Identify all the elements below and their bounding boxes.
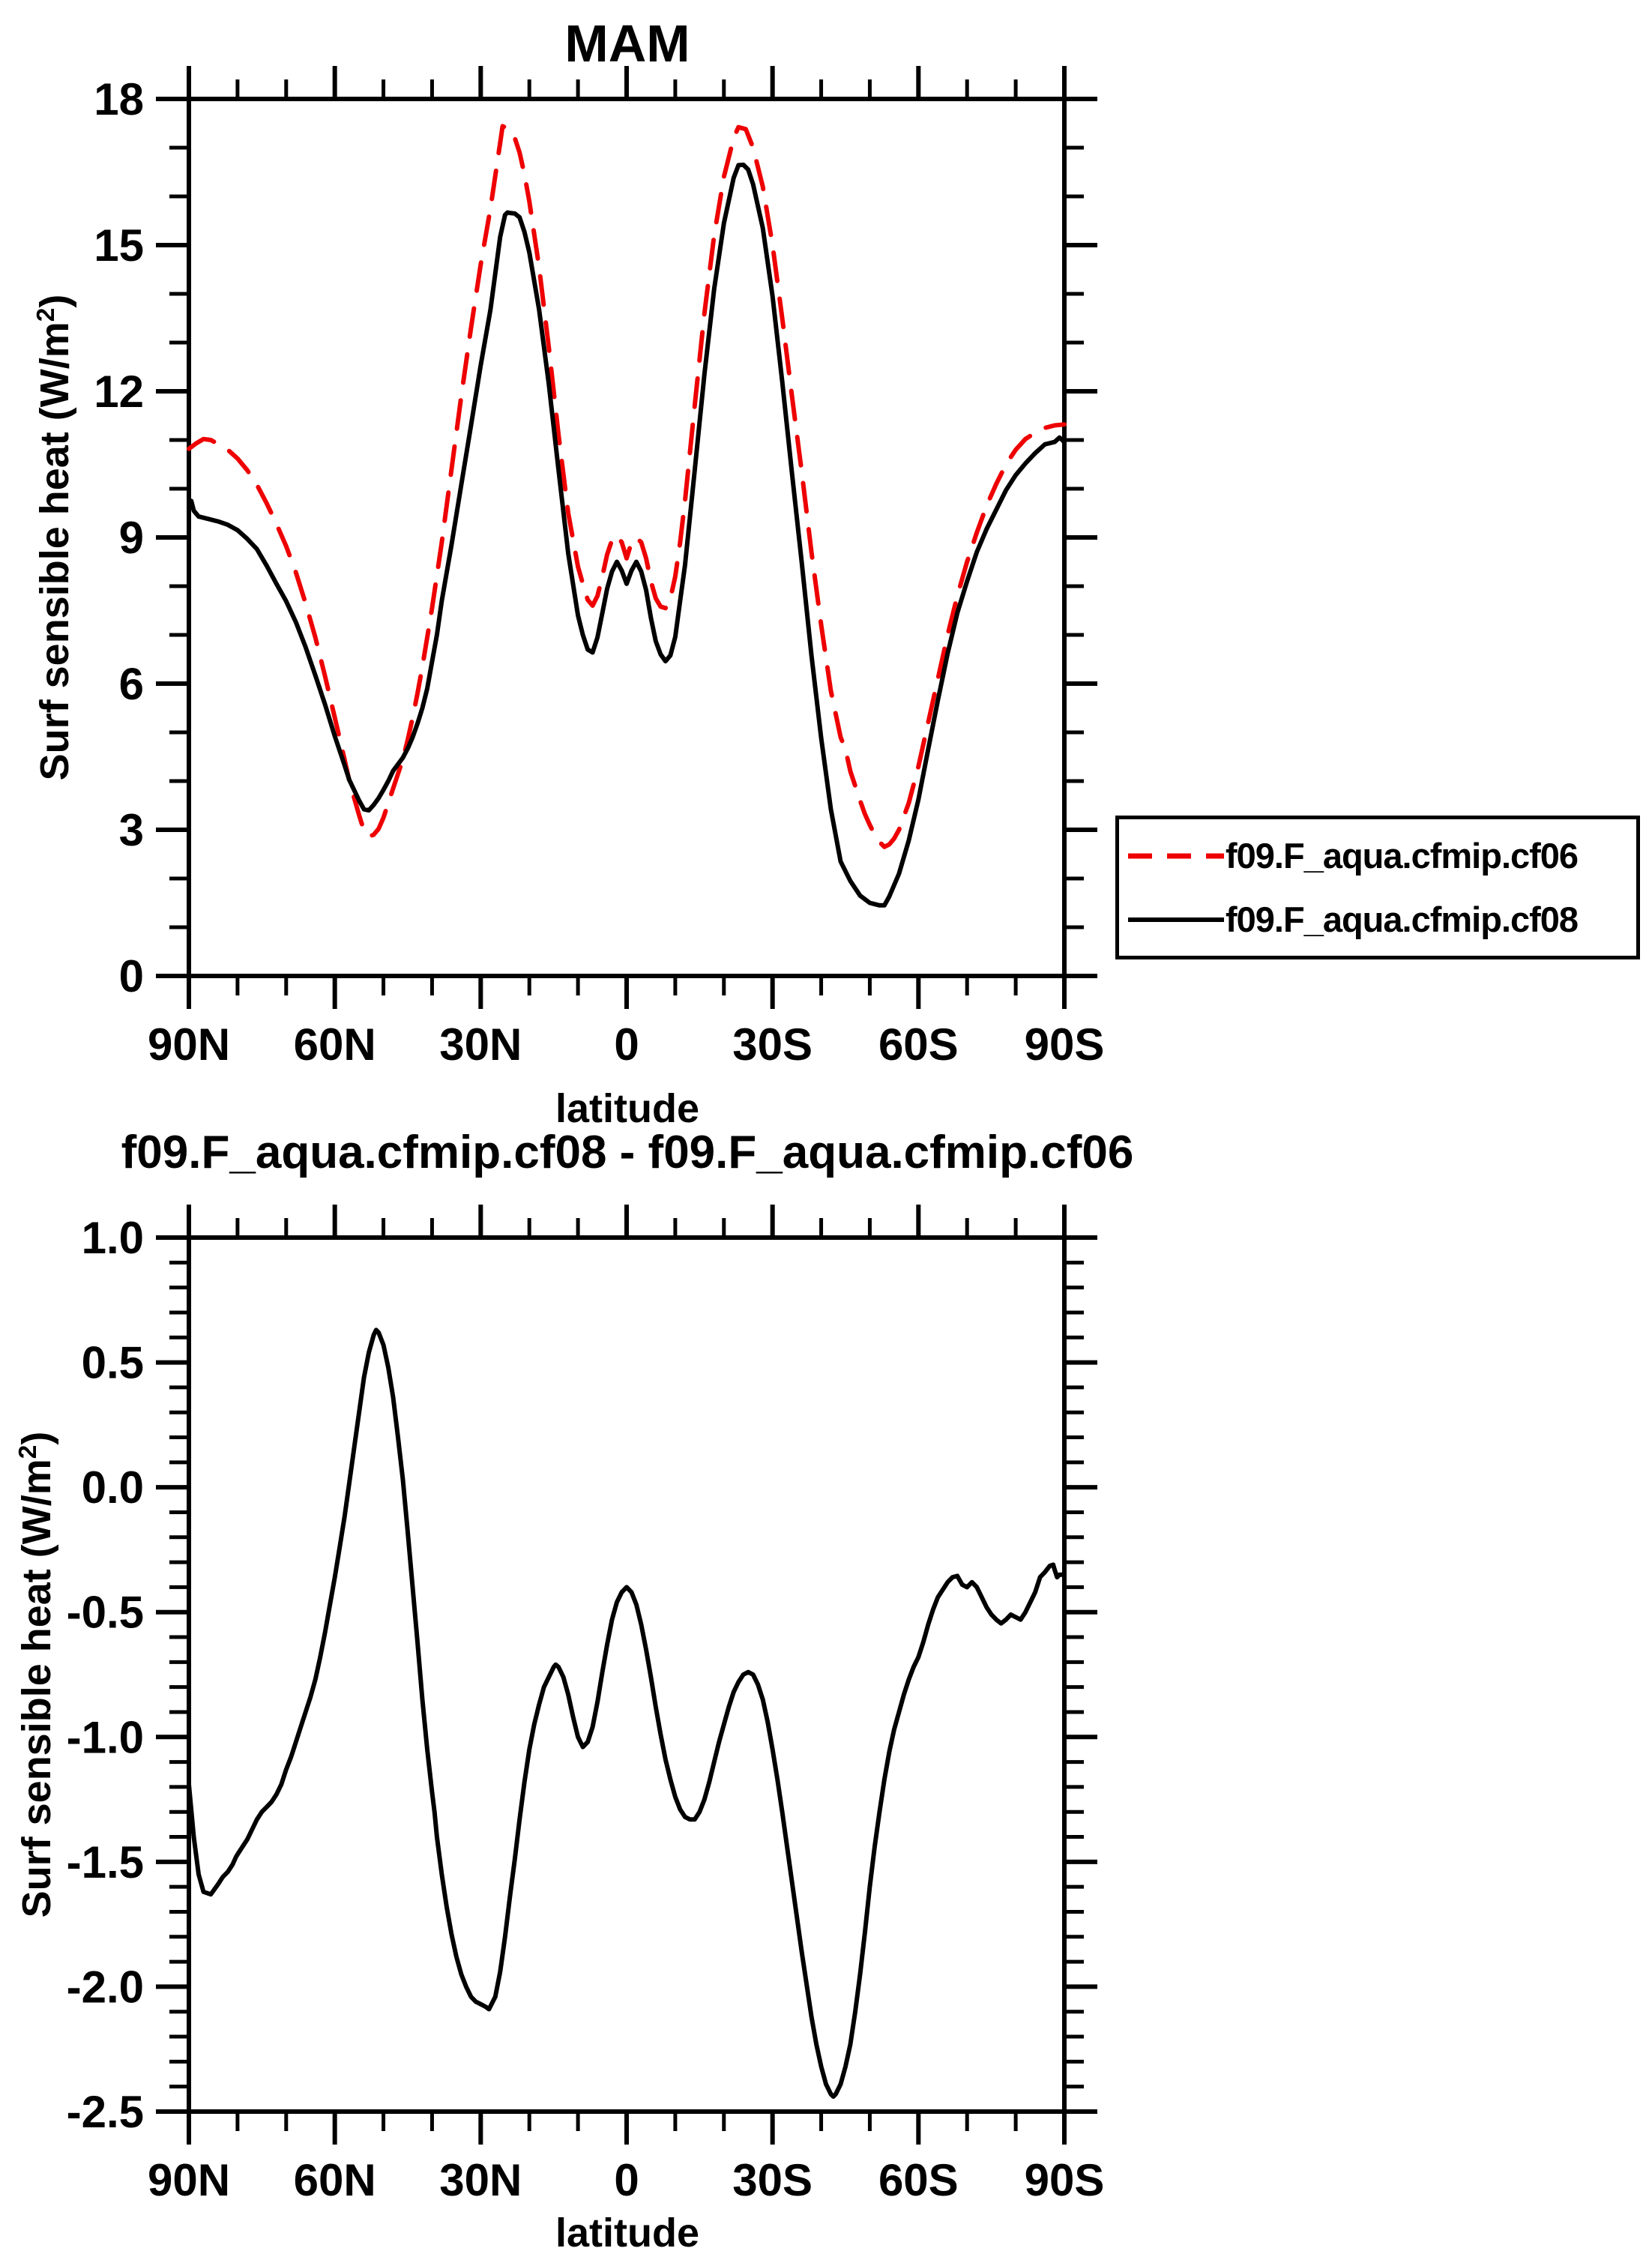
- series-line-cf06-red-dashed: [187, 124, 1067, 849]
- bottom-chart-title: f09.F_aqua.cfmip.cf08 - f09.F_aqua.cfmip…: [121, 1127, 1134, 1178]
- x-tick-label: 30S: [732, 2155, 813, 2205]
- y-tick-label: 15: [94, 220, 144, 271]
- series-line-black-solid: [187, 1328, 1067, 2099]
- x-tick-label: 60S: [878, 1019, 959, 1070]
- y-tick-label: -2.0: [67, 1962, 144, 2012]
- legend-item-cf06: f09.F_aqua.cfmip.cf06: [1127, 835, 1636, 876]
- legend-line-solid-black: [1128, 917, 1224, 922]
- bottom-chart-x-axis-label: latitude: [555, 2211, 699, 2256]
- y-tick-label: -1.5: [67, 1837, 144, 1887]
- x-tick-label: 30S: [732, 1019, 813, 1070]
- x-tick-label: 60S: [878, 2155, 959, 2205]
- y-tick-label: 1.0: [82, 1213, 144, 1263]
- legend-box: f09.F_aqua.cfmip.cf06 f09.F_aqua.cfmip.c…: [1115, 816, 1640, 959]
- x-tick-label: 90S: [1025, 2155, 1105, 2205]
- ylabel-superscript: 2: [14, 1444, 42, 1459]
- x-tick-label: 30N: [439, 1019, 522, 1070]
- x-tick-label: 0: [614, 2155, 639, 2205]
- y-tick-label: 3: [119, 805, 144, 855]
- bottom-chart-y-axis-label: Surf sensible heat (W/m2): [4, 1337, 59, 2012]
- ylabel-text: Surf sensible heat (W/m: [32, 322, 77, 781]
- y-tick-label: 0: [119, 951, 144, 1001]
- y-tick-label: 18: [94, 74, 144, 124]
- legend-item-cf08: f09.F_aqua.cfmip.cf08: [1127, 899, 1636, 940]
- legend-label-cf06: f09.F_aqua.cfmip.cf06: [1226, 836, 1579, 876]
- plot-box: [187, 97, 1067, 978]
- ylabel-suffix: ): [32, 294, 77, 308]
- top-chart-x-axis-label: latitude: [555, 1086, 699, 1131]
- top-chart-y-axis-label: Surf sensible heat (W/m2): [22, 200, 77, 875]
- y-tick-label: 9: [119, 513, 144, 563]
- y-tick-label: 0.0: [82, 1462, 144, 1513]
- x-tick-label: 60N: [294, 1019, 376, 1070]
- series-line-black-solid: [187, 162, 1067, 908]
- x-tick-label: 60N: [294, 2155, 376, 2205]
- x-tick-label: 90S: [1025, 1019, 1105, 1070]
- top-chart-title: MAM: [564, 14, 690, 73]
- ylabel-superscript: 2: [32, 307, 60, 322]
- plot-box: [187, 1235, 1067, 2114]
- ylabel-text: Surf sensible heat (W/m: [14, 1459, 59, 1918]
- x-tick-label: 0: [614, 1019, 639, 1070]
- x-tick-label: 90N: [148, 1019, 230, 1070]
- ylabel-suffix: ): [14, 1431, 59, 1445]
- x-tick-label: 30N: [439, 2155, 522, 2205]
- y-tick-label: -2.5: [67, 2087, 144, 2137]
- y-tick-label: -0.5: [67, 1588, 144, 1638]
- y-tick-label: -1.0: [67, 1712, 144, 1762]
- legend-label-cf08: f09.F_aqua.cfmip.cf08: [1226, 900, 1579, 939]
- y-tick-label: 6: [119, 659, 144, 709]
- legend-line-dashed-red: [1128, 853, 1224, 858]
- y-tick-label: 12: [94, 367, 144, 417]
- x-tick-label: 90N: [148, 2155, 230, 2205]
- y-tick-label: 0.5: [82, 1338, 144, 1388]
